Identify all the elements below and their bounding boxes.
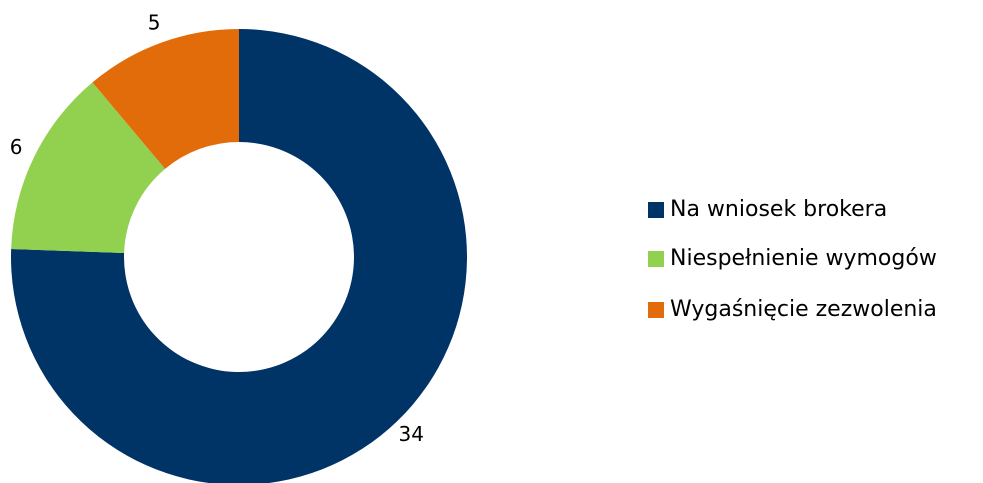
- legend-label: Wygaśnięcie zezwolenia: [670, 297, 937, 322]
- data-label: 34: [399, 422, 424, 446]
- legend-swatch: [648, 302, 664, 318]
- legend-swatch: [648, 202, 664, 218]
- data-label: 6: [10, 135, 23, 159]
- legend-label: Na wniosek brokera: [670, 197, 887, 222]
- data-label: 5: [148, 10, 161, 34]
- donut-slice: [11, 29, 467, 483]
- legend-swatch: [648, 251, 664, 267]
- donut-slice: [11, 82, 166, 253]
- legend-label: Niespełnienie wymogów: [670, 246, 937, 271]
- donut-slice: [92, 29, 239, 169]
